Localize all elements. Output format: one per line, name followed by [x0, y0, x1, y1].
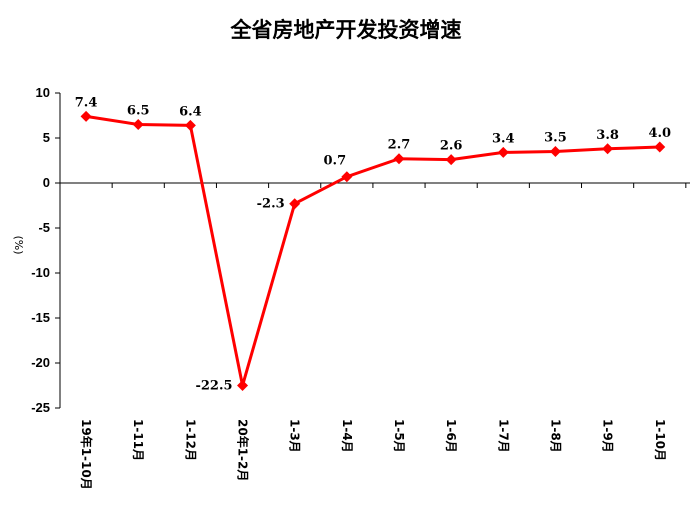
x-tick-label: 1-7月 — [496, 419, 510, 453]
data-label: 2.7 — [388, 138, 411, 153]
x-tick-label: 20年1-2月 — [236, 419, 251, 481]
data-point — [497, 146, 509, 158]
data-point — [549, 146, 561, 157]
x-tick-label: 1-8月 — [548, 419, 562, 453]
x-tick-label: 1-11月 — [131, 419, 145, 461]
y-tick-label: -20 — [31, 355, 50, 370]
y-tick-label: -5 — [38, 220, 50, 235]
data-label: 4.0 — [648, 126, 671, 141]
data-point — [80, 110, 92, 122]
data-point — [341, 171, 353, 183]
x-tick-label: 1-10月 — [653, 419, 667, 461]
data-label: 6.4 — [179, 104, 202, 119]
x-tick-label: 1-3月 — [288, 419, 302, 453]
y-tick-label: -25 — [31, 400, 50, 415]
data-label: 3.4 — [492, 131, 515, 146]
y-tick-label: -15 — [31, 310, 50, 325]
data-labels: 7.4 6.5 6.4 -22.5 -2.3 0.7 2.7 2.6 3.4 3.5 3.8 4.0 — [75, 95, 671, 393]
data-point — [132, 119, 144, 130]
y-axis-label: (%) — [12, 235, 25, 254]
x-tick-label: 19年1-10月 — [79, 419, 94, 490]
y-tick-label: -10 — [31, 265, 50, 280]
x-categories: 19年1-10月 1-11月 1-12月 20年1-2月 1-3月 1-4月 1-5月 1-6… — [79, 419, 667, 490]
data-label: 2.6 — [440, 139, 463, 154]
y-ticks: 10 5 0 -5 -10 -15 -20 -25 — [31, 85, 60, 415]
data-point — [445, 154, 457, 166]
data-point — [237, 380, 249, 391]
y-tick-label: 5 — [43, 130, 50, 145]
y-tick-label: 0 — [43, 175, 50, 190]
x-tick-label: 1-12月 — [183, 419, 197, 461]
axes — [59, 93, 690, 408]
chart-title: 全省房地产开发投资增速 — [230, 18, 462, 42]
data-point — [654, 141, 666, 153]
x-tick-label: 1-4月 — [340, 419, 354, 453]
data-point — [184, 119, 196, 131]
data-label: 3.8 — [596, 128, 619, 143]
data-point — [602, 143, 614, 155]
data-label: 6.5 — [127, 104, 150, 119]
data-point — [393, 153, 405, 165]
data-label: 7.4 — [75, 95, 98, 110]
x-tick-label: 1-6月 — [444, 419, 458, 453]
data-label: -22.5 — [195, 379, 232, 394]
x-tick-label: 1-5月 — [392, 419, 406, 453]
x-tick-label: 1-9月 — [601, 419, 615, 453]
series — [80, 110, 666, 391]
data-label: 3.5 — [544, 131, 567, 146]
data-label: 0.7 — [324, 154, 347, 169]
series-line — [85, 114, 660, 386]
y-tick-label: 10 — [36, 85, 50, 100]
data-label: -2.3 — [257, 197, 285, 212]
data-point — [289, 198, 301, 210]
